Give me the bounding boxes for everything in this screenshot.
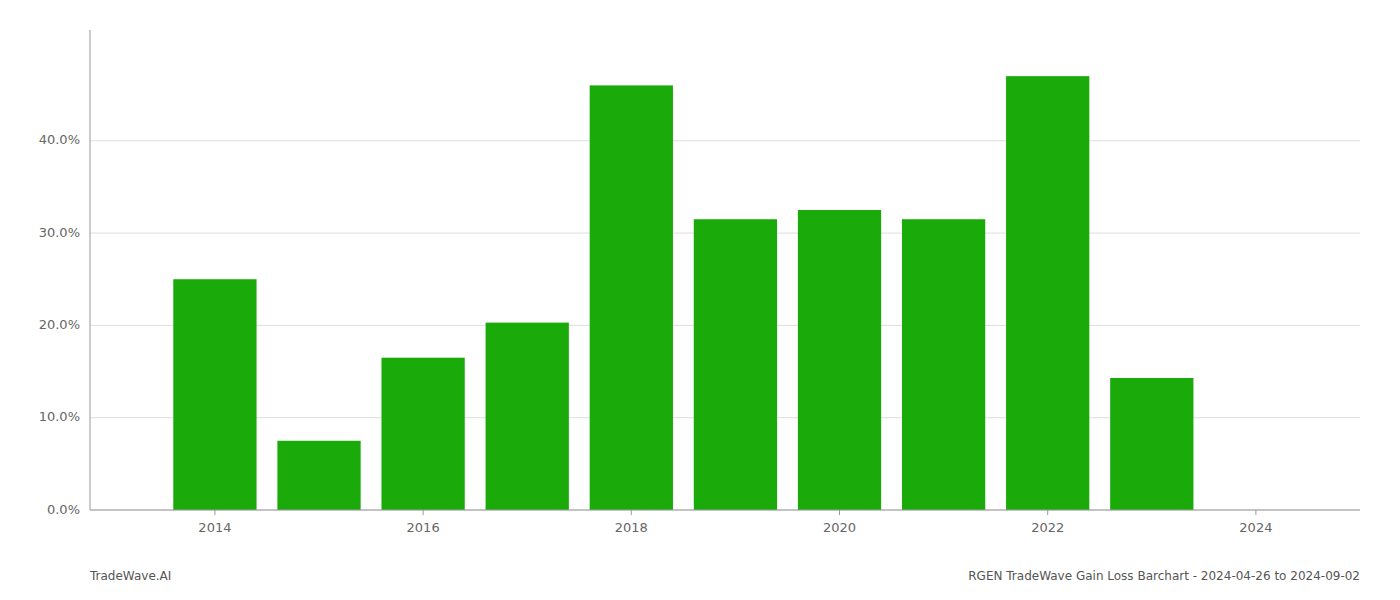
x-tick-label: 2024: [1239, 520, 1272, 535]
x-tick: [631, 510, 632, 515]
x-tick: [214, 510, 215, 515]
y-tick-label: 40.0%: [39, 132, 80, 147]
bar: [277, 441, 360, 510]
bar: [173, 279, 256, 510]
bar: [902, 219, 985, 510]
y-grid: [90, 141, 1360, 510]
y-tick-label: 10.0%: [39, 409, 80, 424]
x-tick-label: 2018: [615, 520, 648, 535]
x-tick: [839, 510, 840, 515]
bar: [381, 358, 464, 510]
y-tick-label: 20.0%: [39, 317, 80, 332]
chart-container: 0.0% 10.0% 20.0% 30.0% 40.0% 2014 2016 2018 2020…: [0, 0, 1400, 600]
y-axis-line: [90, 30, 91, 510]
bar: [798, 210, 881, 510]
bar: [1110, 378, 1193, 510]
y-tick-label: 30.0%: [39, 225, 80, 240]
x-tick-label: 2022: [1031, 520, 1064, 535]
y-tick-label: 0.0%: [47, 502, 80, 517]
x-tick-label: 2014: [198, 520, 231, 535]
x-axis-line: [90, 510, 1360, 511]
x-tick-label: 2016: [407, 520, 440, 535]
annotation: RGEN TradeWave Gain Loss Barchart - 2024…: [968, 569, 1360, 583]
grid-line: [90, 510, 1360, 511]
grid-line: [90, 140, 1360, 141]
x-tick: [1255, 510, 1256, 515]
bar: [694, 219, 777, 510]
x-tick: [423, 510, 424, 515]
bars: [173, 76, 1193, 510]
bar: [486, 323, 569, 510]
x-tick-label: 2020: [823, 520, 856, 535]
x-tick: [1047, 510, 1048, 515]
bar: [590, 85, 673, 510]
chart: 0.0% 10.0% 20.0% 30.0% 40.0% 2014 2016 2018 2020…: [0, 0, 1400, 600]
annotation: TradeWave.AI: [89, 569, 171, 583]
bar: [1006, 76, 1089, 510]
